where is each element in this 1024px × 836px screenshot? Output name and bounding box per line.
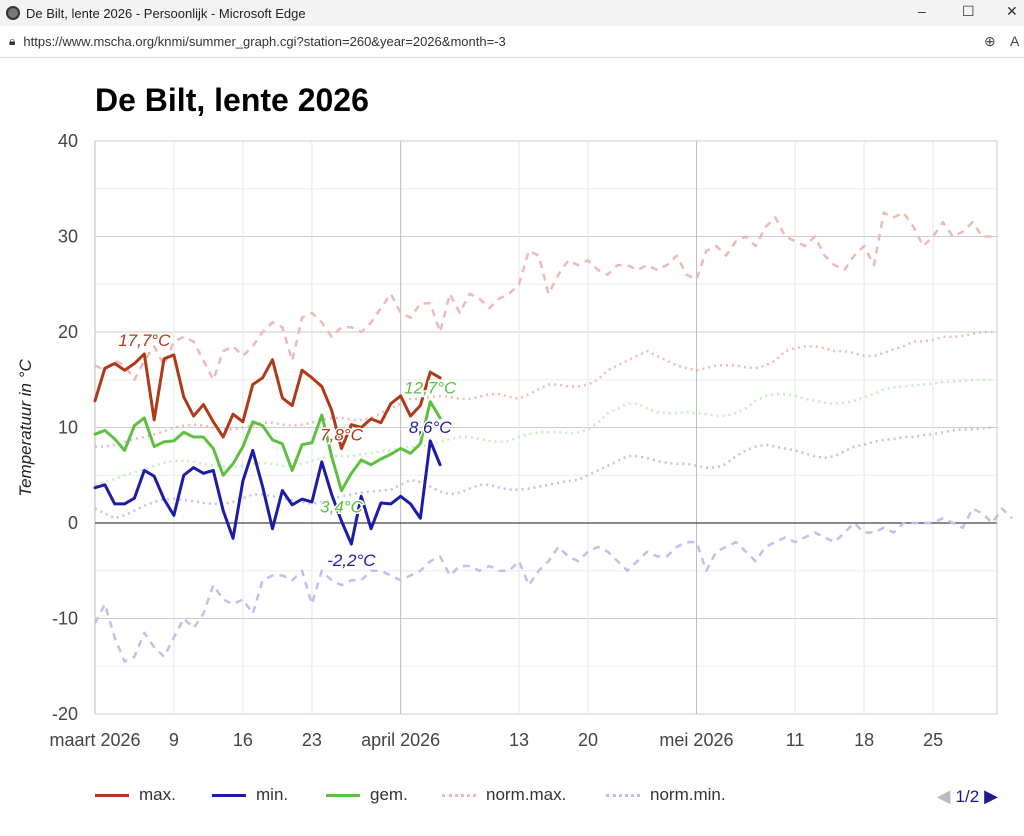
legend-swatch — [95, 793, 129, 797]
legend: max. min. gem. norm.max. norm.min. — [0, 785, 1024, 809]
legend-swatch — [442, 793, 476, 797]
x-tick-label: april 2026 — [361, 730, 440, 750]
series-line-min — [93, 439, 442, 546]
y-tick-label: 0 — [68, 513, 78, 533]
x-tick-label: 20 — [578, 730, 598, 750]
x-tick-label: maart 2026 — [49, 730, 140, 750]
legend-item-max: max. — [95, 785, 176, 805]
y-axis-label: Temperatuur in °C — [16, 359, 35, 497]
series-line-avg — [93, 400, 442, 493]
data-label: 12,7°C — [404, 379, 457, 398]
y-tick-label: -20 — [52, 704, 78, 724]
y-tick-label: 30 — [58, 227, 78, 247]
legend-label: norm.min. — [650, 785, 726, 804]
legend-item-avg: gem. — [326, 785, 408, 805]
legend-swatch — [606, 793, 640, 797]
data-label: 7,8°C — [320, 426, 363, 445]
legend-label: norm.max. — [486, 785, 567, 804]
url-text[interactable]: https://www.mscha.org/knmi/summer_graph.… — [23, 34, 506, 49]
next-page-icon[interactable]: ▶ — [984, 786, 998, 806]
maximize-button[interactable]: ☐ — [962, 3, 975, 19]
data-label: 3,4°C — [320, 498, 363, 517]
address-bar[interactable]: 🔒︎ https://www.mscha.org/knmi/summer_gra… — [0, 26, 1024, 58]
zoom-icon[interactable]: ⊕ — [984, 33, 996, 49]
series-line-normmin — [94, 426, 993, 520]
legend-item-normmin: norm.min. — [606, 785, 726, 805]
x-tick-label: 16 — [233, 730, 253, 750]
app-icon — [6, 6, 20, 20]
x-tick-label: mei 2026 — [659, 730, 733, 750]
prev-page-icon[interactable]: ◀ — [936, 786, 951, 806]
legend-swatch — [326, 793, 360, 797]
legend-item-normmax: norm.max. — [442, 785, 566, 805]
page-title: De Bilt, lente 2026 — [95, 82, 369, 118]
data-label: -2,2°C — [327, 551, 376, 570]
x-tick-label: 23 — [302, 730, 322, 750]
legend-item-min: min. — [212, 785, 288, 805]
window-titlebar: De Bilt, lente 2026 - Persoonlijk - Micr… — [0, 0, 1024, 26]
minimize-button[interactable]: – — [918, 3, 926, 19]
pager: ◀ 1/2 ▶ — [937, 786, 998, 807]
legend-label: min. — [256, 785, 289, 804]
y-tick-label: -10 — [52, 609, 78, 629]
x-tick-label: 18 — [854, 730, 874, 750]
series-line-recmax — [94, 211, 993, 381]
legend-label: gem. — [370, 785, 408, 804]
x-tick-label: 11 — [786, 730, 805, 750]
legend-label: max. — [139, 785, 176, 804]
y-tick-label: 10 — [58, 418, 78, 438]
legend-swatch — [212, 793, 246, 797]
x-tick-label: 25 — [923, 730, 943, 750]
series-line-normmax — [95, 330, 993, 448]
x-tick-label: 13 — [509, 730, 529, 750]
series-line-recmin — [93, 507, 1013, 663]
y-tick-label: 40 — [58, 131, 78, 151]
window-title: De Bilt, lente 2026 - Persoonlijk - Micr… — [26, 5, 306, 21]
page-indicator: 1/2 — [955, 786, 980, 806]
read-aloud-icon[interactable]: A — [1010, 33, 1020, 49]
series-line-max — [93, 352, 442, 451]
lock-icon: 🔒︎ — [9, 34, 16, 48]
series-line-normavg — [94, 378, 993, 487]
x-tick-label: 9 — [169, 730, 179, 750]
close-button[interactable]: ✕ — [1006, 3, 1018, 19]
data-label: 8,6°C — [409, 418, 452, 437]
y-tick-label: 20 — [58, 322, 78, 342]
data-label: 17,7°C — [118, 331, 171, 350]
